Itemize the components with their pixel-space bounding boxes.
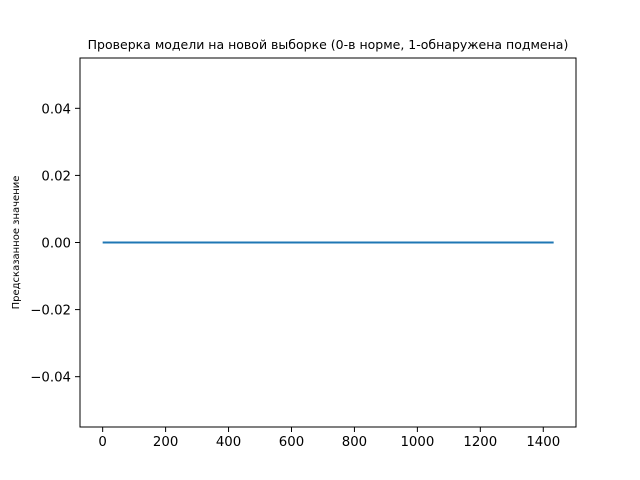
y-tick-label: 0.04 [41,102,71,117]
y-axis-label: Предсказанное значение [11,176,22,310]
x-tick-label: 400 [216,435,241,450]
x-tick-label: 1400 [526,435,560,450]
y-tick-label: 0.02 [41,169,71,184]
x-tick-label: 600 [279,435,304,450]
axes: 0 200 400 600 800 1000 1200 1400 −0.04 −0.02 0.00 0… [30,57,577,450]
x-tick-label: 800 [342,435,367,450]
y-tick-label: 0.00 [41,237,71,252]
y-tick-label: −0.04 [30,371,71,386]
x-tick-label: 1000 [400,435,434,450]
x-tick-label: 1200 [463,435,497,450]
chart-title: Проверка модели на новой выборке (0-в но… [88,37,569,52]
x-tick-label: 0 [98,435,106,450]
x-tick-label: 200 [153,435,178,450]
y-tick-label: −0.02 [30,304,71,319]
